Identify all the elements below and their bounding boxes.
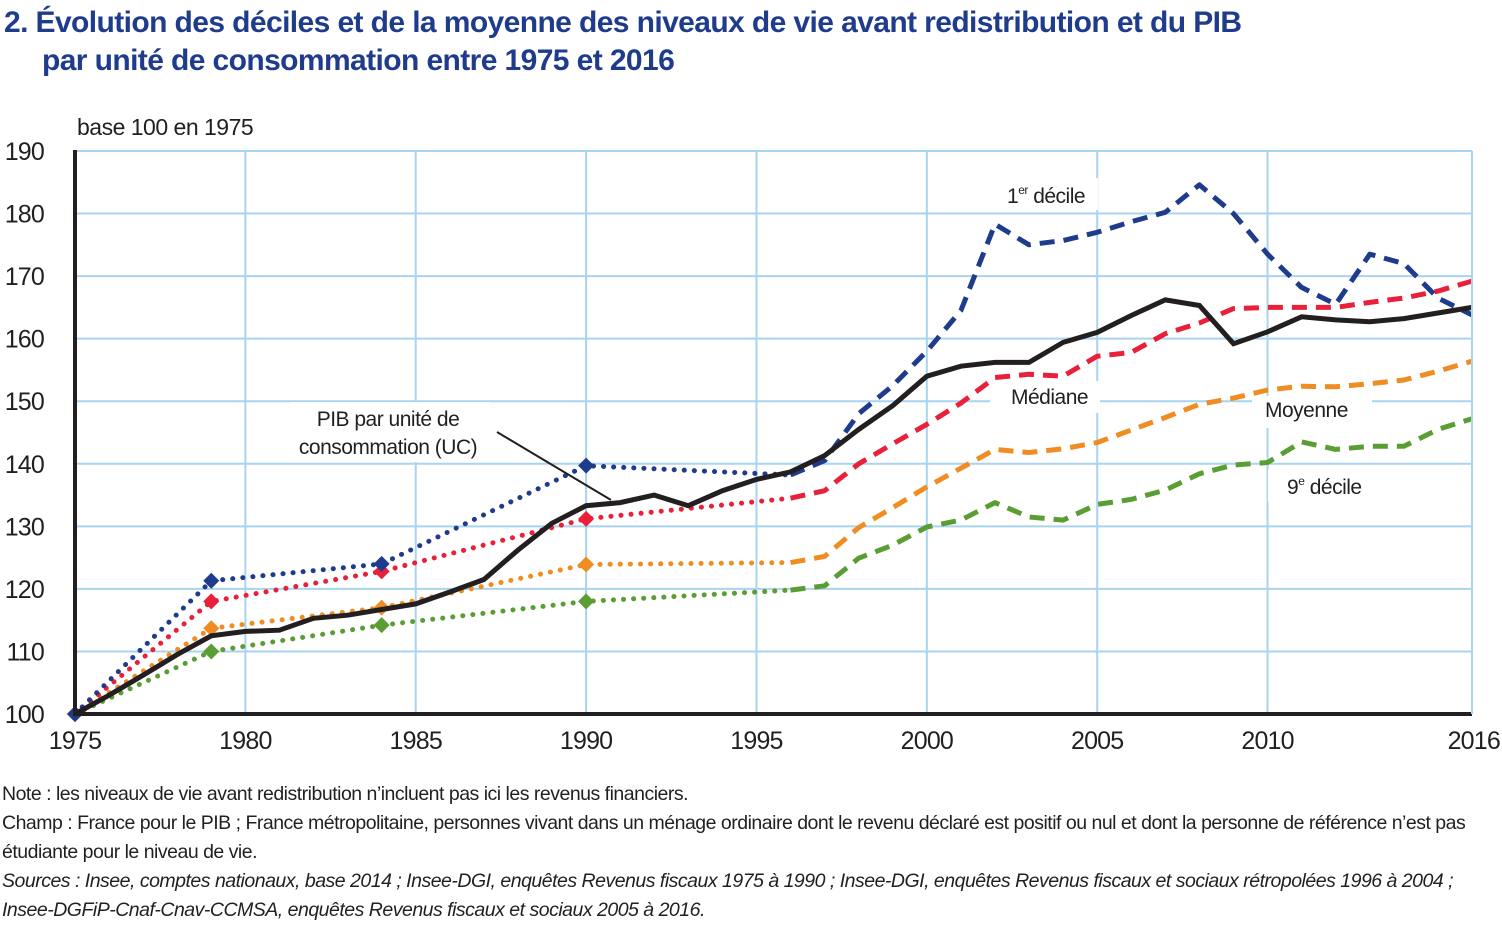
series-line-dotted (72, 560, 793, 717)
data-point-marker (373, 555, 390, 572)
y-tick-label: 150 (5, 388, 44, 416)
data-point-marker (373, 617, 390, 634)
series-1er-d-cile (67, 182, 1474, 722)
label-bg (1252, 396, 1372, 428)
label-1er-decile: 1er décile (1007, 183, 1085, 208)
label-bg (290, 402, 490, 462)
data-point-marker (203, 572, 220, 589)
series-line-dashed (789, 278, 1473, 501)
label-moyenne: Moyenne (1265, 399, 1348, 422)
y-tick-label: 190 (5, 138, 44, 166)
y-axis-label: base 100 en 1975 (77, 114, 253, 140)
x-tick-label: 1995 (730, 727, 782, 755)
x-tick-label: 2005 (1071, 727, 1123, 755)
data-point-marker (203, 620, 220, 637)
y-tick-label: 160 (5, 326, 44, 354)
series-line-dashed (790, 358, 1473, 566)
x-tick-label: 1990 (560, 727, 612, 755)
line-chart: base 100 en 1975 100 110 120 130 140 150 160 17… (5, 114, 1501, 755)
leader-line-pib (496, 431, 612, 501)
label-bg (998, 178, 1098, 210)
sources-text: Sources : Insee, comptes nationaux, base… (2, 870, 1454, 921)
label-bg (1268, 470, 1378, 502)
y-tick-label: 180 (5, 201, 44, 229)
y-tick-label: 140 (5, 451, 44, 479)
data-point-marker (578, 556, 595, 573)
x-axis-ticks: 1975 1980 1985 1990 1995 2000 2005 2010 2016 (49, 727, 1501, 755)
series-9e-d-cile (67, 416, 1473, 722)
data-point-marker (203, 593, 220, 610)
data-point-marker (578, 457, 595, 474)
series-labels: 1er décile Médiane Moyenne 9e décile PIB par… (290, 178, 1378, 502)
data-point-marker (578, 593, 595, 610)
y-tick-label: 110 (7, 638, 44, 666)
y-tick-label: 120 (5, 576, 44, 604)
x-tick-label: 1985 (390, 727, 442, 755)
x-tick-label: 2016 (1448, 727, 1500, 755)
champ-text: Champ : France pour le PIB ; France métr… (2, 812, 1466, 863)
y-tick-label: 170 (5, 263, 44, 291)
series-line-dashed (789, 182, 1474, 478)
data-point-marker (203, 643, 220, 660)
chart-notes: Note : les niveaux de vie avant redistri… (2, 780, 1502, 925)
label-mediane: Médiane (1011, 386, 1088, 409)
chart-title: 2. Évolution des déciles et de la moyenn… (4, 4, 1242, 80)
axes (73, 150, 1473, 716)
label-9e-decile: 9e décile (1287, 474, 1362, 499)
note-text: Note : les niveaux de vie avant redistri… (2, 783, 689, 805)
x-tick-label: 2010 (1241, 727, 1293, 755)
series-line-solid (73, 297, 1473, 717)
label-pib-line2: consommation (UC) (299, 436, 477, 459)
y-axis-ticks: 100 110 120 130 140 150 160 170 180 190 (5, 138, 45, 729)
series-group (67, 182, 1474, 722)
x-tick-label: 1980 (219, 727, 271, 755)
series-m-diane (67, 278, 1473, 722)
label-pib-line1: PIB par unité de (317, 408, 460, 431)
series-line-dashed (790, 416, 1473, 593)
y-tick-label: 100 (5, 701, 44, 729)
label-bg (990, 381, 1100, 413)
series-pib-par-unit-de-consommation-uc- (73, 297, 1473, 717)
y-tick-label: 130 (5, 513, 44, 541)
chart-title-line1: 2. Évolution des déciles et de la moyenn… (4, 6, 1242, 39)
data-point-marker (578, 510, 595, 527)
x-tick-label: 2000 (901, 727, 953, 755)
chart-title-line2: par unité de consommation entre 1975 et … (42, 44, 675, 77)
x-tick-label: 1975 (49, 727, 101, 755)
